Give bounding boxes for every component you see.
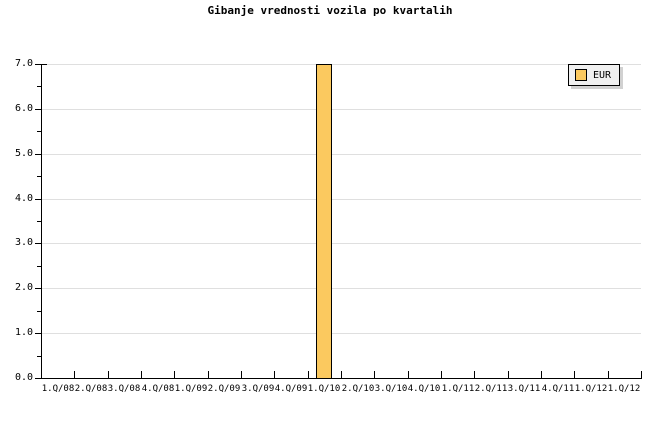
y-axis-tick	[35, 109, 41, 110]
y-axis-minor-tick	[37, 356, 41, 357]
y-axis-tick	[35, 243, 41, 244]
plot-area	[41, 64, 641, 379]
y-axis-labels: 0.0 1.0 2.0 3.0 4.0 5.0 6.0 7.0	[0, 0, 33, 440]
x-axis-tick	[541, 371, 542, 379]
gridline	[41, 199, 641, 200]
y-axis-tick	[35, 378, 41, 379]
x-axis-tick	[574, 371, 575, 379]
x-axis-label: 1.Q/08	[41, 384, 75, 394]
x-axis-label: 4.Q/10	[407, 384, 441, 394]
gridline	[41, 64, 641, 65]
gridline	[41, 154, 641, 155]
bar[interactable]	[316, 64, 332, 379]
y-axis-label: 6.0	[14, 103, 33, 114]
x-axis-label: 1.Q/12	[607, 384, 641, 394]
legend[interactable]: EUR	[568, 64, 621, 86]
chart-title: Gibanje vrednosti vozila po kvartalih	[207, 4, 453, 17]
y-axis-tick	[35, 333, 41, 334]
x-axis-label: 4.Q/09	[274, 384, 308, 394]
y-axis-label: 4.0	[14, 193, 33, 204]
x-axis-label: 1.Q/09	[174, 384, 208, 394]
y-axis-minor-tick	[37, 221, 41, 222]
y-axis-label: 5.0	[14, 148, 33, 159]
y-axis-tick	[35, 64, 41, 65]
y-axis-minor-tick	[37, 266, 41, 267]
x-axis-right-cap	[641, 371, 642, 379]
x-axis-label: 1.Q/12	[574, 384, 608, 394]
y-axis-label: 3.0	[14, 237, 33, 248]
gridline	[41, 333, 641, 334]
x-axis-tick	[174, 371, 175, 379]
y-axis-tick	[35, 199, 41, 200]
x-axis-label: 4.Q/08	[141, 384, 175, 394]
x-axis-label: 2.Q/08	[74, 384, 108, 394]
x-axis-label: 3.Q/10	[374, 384, 408, 394]
x-axis-tick	[508, 371, 509, 379]
x-axis-label: 1.Q/10	[307, 384, 341, 394]
x-axis-tick	[441, 371, 442, 379]
y-axis-minor-tick	[37, 86, 41, 87]
x-axis-label: 2.Q/09	[207, 384, 241, 394]
x-axis-label: 1.Q/11	[441, 384, 475, 394]
legend-swatch-icon	[575, 69, 587, 81]
y-axis-label: 2.0	[14, 282, 33, 293]
x-axis-tick	[108, 371, 109, 379]
y-axis-label: 0.0	[14, 372, 33, 383]
x-axis-tick	[341, 371, 342, 379]
y-axis-minor-tick	[37, 311, 41, 312]
x-axis-tick	[408, 371, 409, 379]
y-axis-line	[41, 64, 42, 379]
x-axis-tick	[208, 371, 209, 379]
y-axis-minor-tick	[37, 176, 41, 177]
x-axis-label: 4.Q/11	[541, 384, 575, 394]
x-axis-label: 2.Q/11	[474, 384, 508, 394]
x-axis-label: 3.Q/08	[107, 384, 141, 394]
x-axis-label: 2.Q/10	[341, 384, 375, 394]
x-axis-tick	[274, 371, 275, 379]
gridline	[41, 109, 641, 110]
x-axis-tick	[308, 371, 309, 379]
x-axis-tick	[74, 371, 75, 379]
x-axis-tick	[241, 371, 242, 379]
x-axis-tick	[474, 371, 475, 379]
x-axis-label: 3.Q/11	[507, 384, 541, 394]
y-axis-label: 7.0	[14, 58, 33, 69]
x-axis-tick	[608, 371, 609, 379]
y-axis-top-cap	[41, 64, 47, 65]
y-axis-label: 1.0	[14, 327, 33, 338]
x-axis-tick	[374, 371, 375, 379]
legend-label: EUR	[593, 69, 612, 81]
y-axis-minor-tick	[37, 131, 41, 132]
x-axis-label: 3.Q/09	[241, 384, 275, 394]
gridline	[41, 243, 641, 244]
y-axis-tick	[35, 154, 41, 155]
x-axis-tick	[141, 371, 142, 379]
gridline	[41, 288, 641, 289]
y-axis-tick	[35, 288, 41, 289]
